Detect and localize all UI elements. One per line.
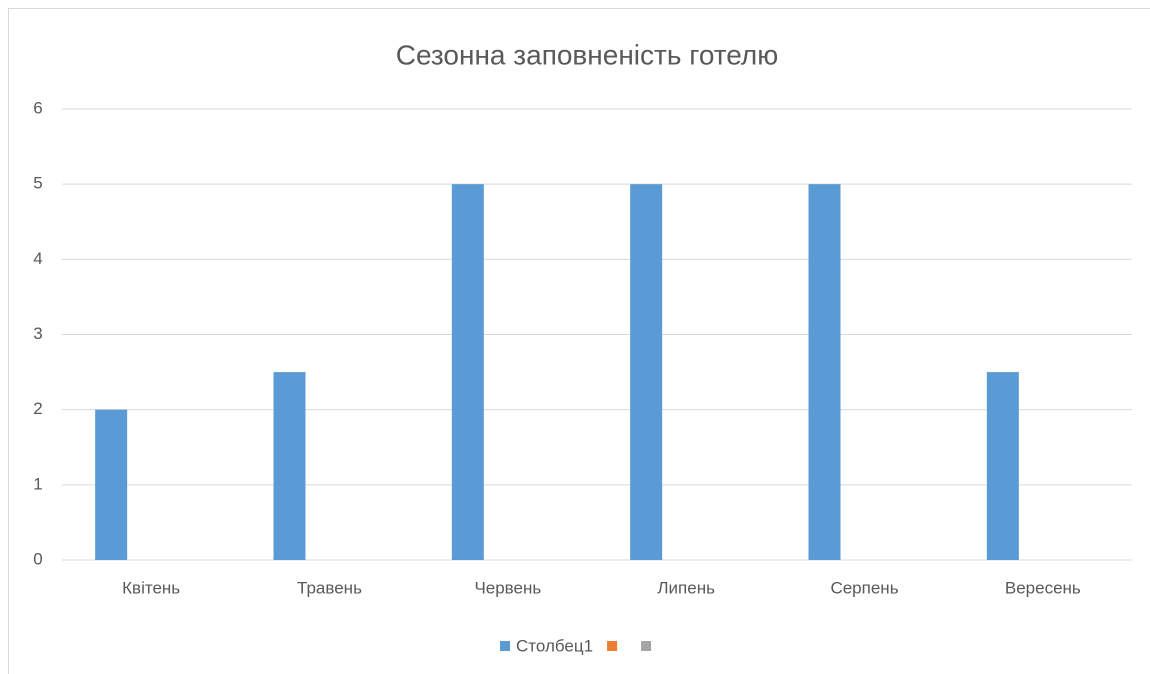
x-tick-label: Квітень <box>122 578 180 597</box>
y-tick-label: 1 <box>33 474 42 493</box>
bar <box>451 184 484 560</box>
bar <box>273 372 306 560</box>
x-tick-label: Серпень <box>830 578 898 597</box>
legend-swatch <box>607 641 618 651</box>
chart-title: Сезонна заповненість готелю <box>396 39 779 70</box>
y-tick-label: 5 <box>33 174 42 193</box>
y-tick-label: 0 <box>33 549 42 568</box>
bar <box>95 409 128 560</box>
x-tick-label: Вересень <box>1005 578 1081 597</box>
bar <box>630 184 663 560</box>
y-tick-label: 6 <box>33 98 42 117</box>
y-tick-label: 2 <box>33 399 42 418</box>
y-tick-label: 3 <box>33 324 42 343</box>
x-tick-label: Липень <box>657 578 715 597</box>
x-tick-label: Травень <box>297 578 362 597</box>
bar <box>808 184 841 560</box>
legend-swatch <box>641 641 652 651</box>
legend-label: Столбец1 <box>516 636 593 655</box>
y-tick-label: 4 <box>33 249 42 268</box>
bar <box>986 372 1019 560</box>
x-tick-label: Червень <box>474 578 541 597</box>
legend-swatch <box>500 641 510 651</box>
chart-frame <box>8 8 1150 674</box>
